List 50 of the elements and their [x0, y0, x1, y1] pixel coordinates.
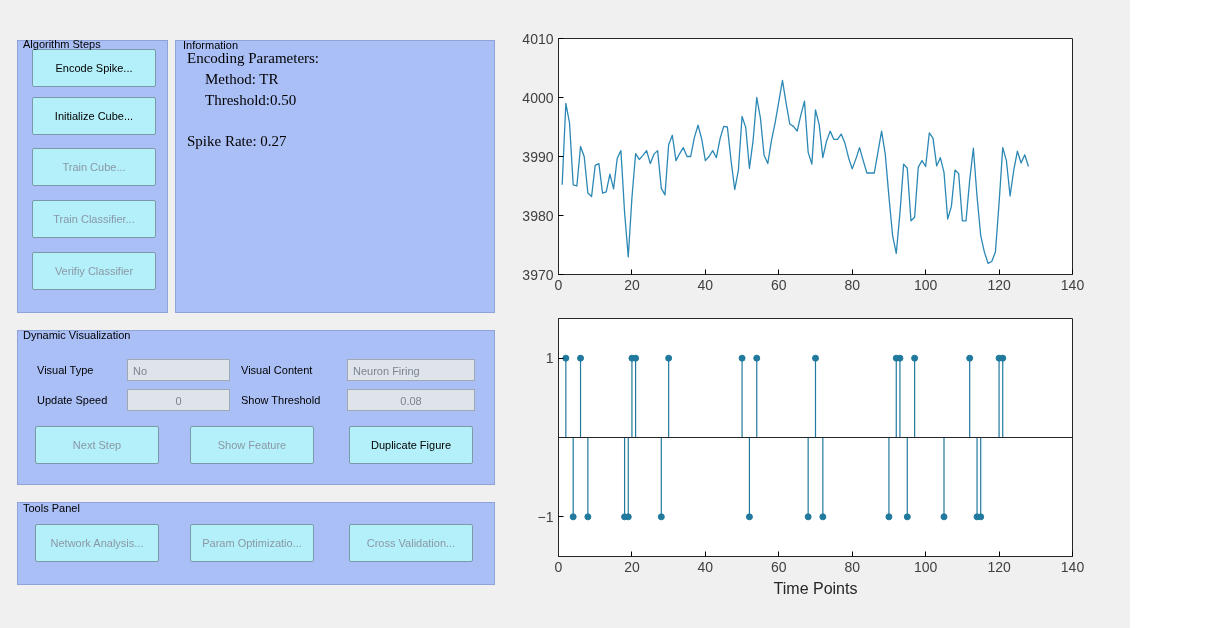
x-tick-label: 60 — [771, 276, 787, 293]
text: Algorithm Steps — [23, 37, 101, 52]
x-tick-label: 100 — [913, 558, 938, 575]
y-tick-label: 3990 — [522, 148, 554, 165]
x-tick-label: 0 — [554, 276, 563, 293]
text: Spike Rate: 0.27 — [187, 132, 287, 151]
text: Update Speed — [37, 393, 108, 408]
text: Cross Validation... — [349, 524, 473, 562]
text: 0.08 — [347, 389, 475, 411]
text: 0 — [127, 389, 230, 411]
x-tick-label: 140 — [1060, 558, 1085, 575]
x-tick-label: 40 — [697, 276, 714, 293]
x-tick-label: 80 — [844, 558, 861, 575]
x-tick-label: 140 — [1060, 276, 1085, 293]
text: Initialize Cube... — [32, 97, 156, 135]
x-tick-label: 120 — [987, 276, 1011, 293]
text: No — [127, 359, 230, 381]
text: Neuron Firing — [347, 359, 475, 381]
y-tick-label: −1 — [537, 508, 554, 525]
y-tick-label: 3970 — [522, 266, 554, 283]
text: Visual Content — [241, 363, 313, 378]
text: Method: TR — [205, 70, 279, 89]
text: Train Classifier... — [32, 200, 156, 238]
text: Dynamic Visualization — [23, 328, 131, 343]
x-tick-label: 20 — [624, 558, 640, 575]
text: Next Step — [35, 426, 159, 464]
x-tick-label: 40 — [697, 558, 714, 575]
text: Verifiy Classifier — [32, 252, 156, 290]
x-tick-label: 100 — [913, 276, 938, 293]
text: Tools Panel — [23, 501, 80, 516]
text: Duplicate Figure — [349, 426, 473, 464]
x-axis-title: Time Points — [773, 579, 858, 597]
text: Threshold:0.50 — [205, 91, 297, 110]
y-tick-label: 4000 — [522, 89, 554, 106]
x-tick-label: 120 — [987, 558, 1011, 575]
y-tick-label: 3980 — [522, 207, 554, 224]
x-tick-label: 80 — [844, 276, 861, 293]
x-tick-label: 20 — [624, 276, 640, 293]
x-tick-label: 60 — [771, 558, 787, 575]
line-series — [561, 79, 1030, 264]
text: Show Threshold — [241, 393, 321, 408]
text: Visual Type — [37, 363, 94, 378]
y-tick-label: 4010 — [522, 30, 554, 47]
x-tick-label: 0 — [554, 558, 563, 575]
y-tick-label: 1 — [545, 350, 554, 367]
text: Network Analysis... — [35, 524, 159, 562]
text: Show Feature — [190, 426, 314, 464]
text: Encode Spike... — [32, 49, 156, 87]
text: Train Cube... — [32, 148, 156, 186]
text: Param Optimizatio... — [190, 524, 314, 562]
